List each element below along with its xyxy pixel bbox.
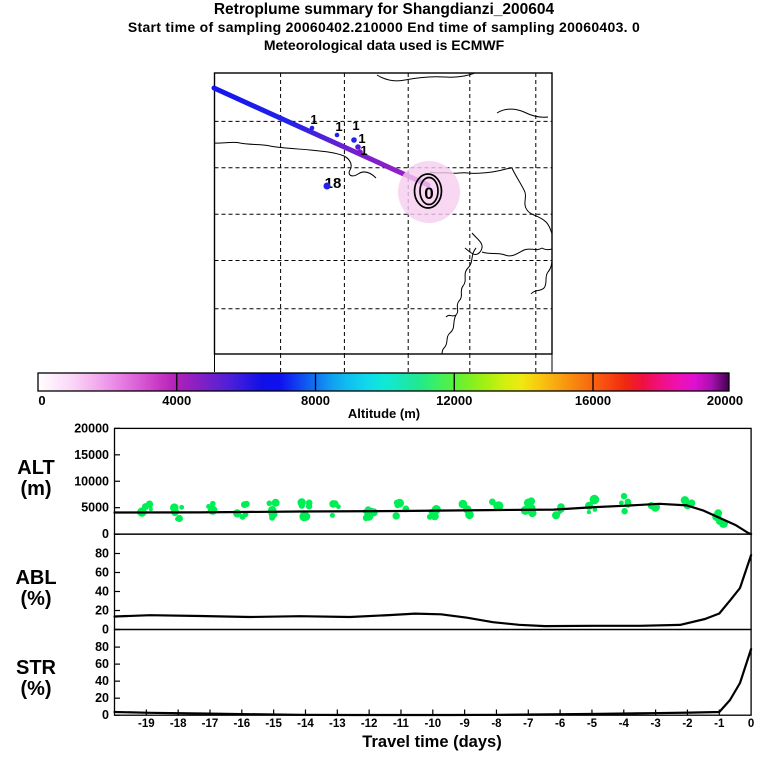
svg-text:Altitude (m): Altitude (m) bbox=[348, 406, 420, 421]
svg-text:-16: -16 bbox=[234, 718, 251, 730]
svg-text:-14: -14 bbox=[297, 718, 314, 730]
svg-text:ABL: ABL bbox=[15, 567, 56, 589]
svg-text:40: 40 bbox=[95, 585, 109, 599]
svg-text:ALT: ALT bbox=[17, 457, 54, 479]
svg-text:4000: 4000 bbox=[162, 393, 191, 408]
svg-text:-19: -19 bbox=[138, 718, 155, 730]
svg-text:-3: -3 bbox=[650, 718, 660, 730]
svg-text:-4: -4 bbox=[619, 718, 630, 730]
svg-text:8000: 8000 bbox=[301, 393, 330, 408]
svg-text:40: 40 bbox=[95, 674, 109, 688]
svg-text:1: 1 bbox=[310, 112, 317, 127]
svg-text:-8: -8 bbox=[491, 718, 502, 730]
svg-text:Meteorological data used is EC: Meteorological data used is ECMWF bbox=[264, 37, 505, 53]
svg-text:20: 20 bbox=[95, 604, 109, 618]
svg-text:(%): (%) bbox=[20, 678, 51, 700]
svg-text:12000: 12000 bbox=[436, 393, 472, 408]
svg-text:-10: -10 bbox=[424, 718, 441, 730]
svg-text:20000: 20000 bbox=[707, 393, 743, 408]
svg-text:60: 60 bbox=[95, 566, 109, 580]
svg-text:5000: 5000 bbox=[81, 501, 109, 515]
svg-text:20000: 20000 bbox=[74, 422, 109, 436]
svg-text:-6: -6 bbox=[555, 718, 565, 730]
svg-text:-15: -15 bbox=[265, 718, 282, 730]
svg-text:0: 0 bbox=[102, 527, 109, 541]
svg-text:0: 0 bbox=[424, 184, 433, 203]
svg-text:20: 20 bbox=[95, 691, 109, 705]
svg-text:60: 60 bbox=[95, 657, 109, 671]
svg-text:-5: -5 bbox=[587, 718, 598, 730]
svg-text:-12: -12 bbox=[361, 718, 378, 730]
svg-text:1: 1 bbox=[360, 143, 367, 158]
svg-text:80: 80 bbox=[95, 547, 109, 561]
svg-text:-11: -11 bbox=[393, 718, 410, 730]
svg-text:-2: -2 bbox=[682, 718, 692, 730]
svg-text:0: 0 bbox=[102, 623, 109, 637]
svg-text:0: 0 bbox=[748, 718, 754, 730]
svg-text:0: 0 bbox=[38, 393, 45, 408]
svg-text:-9: -9 bbox=[460, 718, 470, 730]
svg-text:-13: -13 bbox=[329, 718, 346, 730]
svg-text:Start time of sampling 2006040: Start time of sampling 20060402.210000 E… bbox=[128, 19, 640, 35]
svg-text:0: 0 bbox=[102, 708, 109, 722]
svg-text:15000: 15000 bbox=[74, 448, 109, 462]
svg-text:Retroplume summary for Shangdi: Retroplume summary for Shangdianzi_20060… bbox=[214, 1, 555, 18]
svg-text:Travel time (days): Travel time (days) bbox=[362, 733, 501, 751]
svg-text:-1: -1 bbox=[714, 718, 725, 730]
svg-text:1: 1 bbox=[335, 119, 342, 134]
svg-text:-7: -7 bbox=[523, 718, 533, 730]
svg-text:16000: 16000 bbox=[575, 393, 611, 408]
svg-text:-18: -18 bbox=[170, 718, 187, 730]
svg-text:(m): (m) bbox=[20, 478, 51, 500]
svg-text:10000: 10000 bbox=[74, 474, 109, 488]
svg-text:STR: STR bbox=[16, 657, 57, 679]
svg-text:(%): (%) bbox=[20, 588, 51, 610]
svg-text:80: 80 bbox=[95, 640, 109, 654]
svg-text:-17: -17 bbox=[202, 718, 219, 730]
